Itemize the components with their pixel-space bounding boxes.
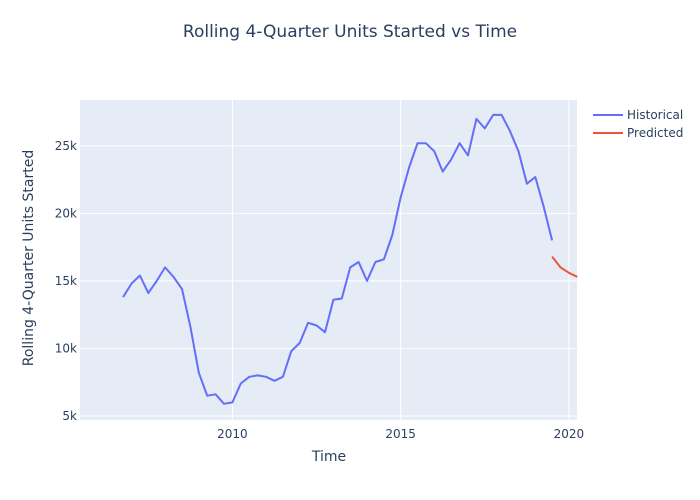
legend-item-predicted[interactable]: Predicted [593, 126, 683, 140]
x-tick-label: 2015 [385, 427, 416, 441]
series-line-historical[interactable] [122, 113, 554, 405]
x-tick-label: 2020 [554, 427, 585, 441]
legend-label-predicted: Predicted [627, 126, 683, 140]
legend-item-historical[interactable]: Historical [593, 108, 683, 122]
y-tick-label: 15k [55, 274, 77, 288]
series-layer [122, 113, 578, 405]
legend[interactable]: Historical Predicted [593, 108, 683, 140]
y-tick-label: 5k [62, 409, 77, 423]
plot-background [80, 100, 577, 420]
y-tick-label: 25k [55, 139, 77, 153]
chart-title: Rolling 4-Quarter Units Started vs Time [183, 22, 517, 42]
legend-label-historical: Historical [627, 108, 683, 122]
grid [80, 100, 577, 420]
x-axis-title: Time [311, 449, 346, 465]
x-axis-ticks: 2010 2015 2020 [217, 427, 584, 441]
y-tick-label: 20k [55, 206, 77, 220]
y-axis-title: Rolling 4-Quarter Units Started [21, 150, 37, 367]
y-axis-ticks: 5k 10k 15k 20k 25k [55, 139, 77, 423]
series-line-predicted[interactable] [551, 255, 578, 278]
x-tick-label: 2010 [217, 427, 248, 441]
y-tick-label: 10k [55, 341, 77, 355]
